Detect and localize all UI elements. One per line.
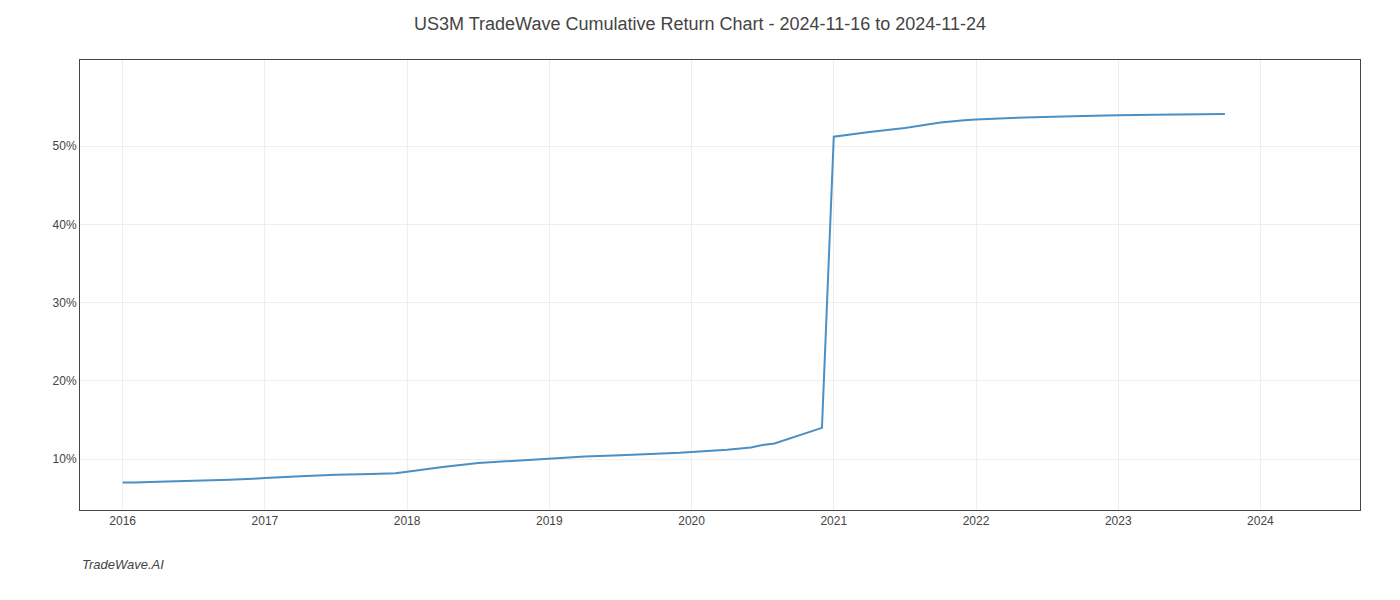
svg-text:30%: 30% bbox=[53, 296, 77, 310]
svg-text:2019: 2019 bbox=[536, 514, 563, 528]
svg-text:20%: 20% bbox=[53, 374, 77, 388]
svg-text:10%: 10% bbox=[53, 452, 77, 466]
svg-text:2016: 2016 bbox=[109, 514, 136, 528]
svg-text:2022: 2022 bbox=[963, 514, 990, 528]
svg-text:2017: 2017 bbox=[252, 514, 279, 528]
svg-text:2023: 2023 bbox=[1105, 514, 1132, 528]
svg-text:US3M TradeWave Cumulative Retu: US3M TradeWave Cumulative Return Chart -… bbox=[414, 14, 986, 34]
svg-text:40%: 40% bbox=[53, 218, 77, 232]
svg-text:50%: 50% bbox=[53, 139, 77, 153]
svg-text:2024: 2024 bbox=[1247, 514, 1274, 528]
svg-text:2018: 2018 bbox=[394, 514, 421, 528]
svg-text:2020: 2020 bbox=[678, 514, 705, 528]
svg-text:2021: 2021 bbox=[820, 514, 847, 528]
svg-text:TradeWave.AI: TradeWave.AI bbox=[82, 557, 164, 572]
